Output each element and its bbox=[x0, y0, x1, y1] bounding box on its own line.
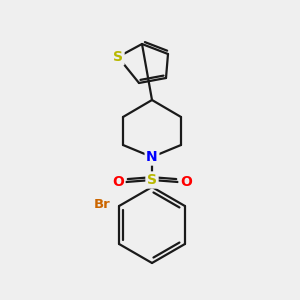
Text: Br: Br bbox=[94, 199, 110, 212]
Text: O: O bbox=[180, 175, 192, 189]
Text: S: S bbox=[113, 50, 123, 64]
Text: S: S bbox=[147, 173, 157, 187]
Text: O: O bbox=[112, 175, 124, 189]
Text: N: N bbox=[146, 150, 158, 164]
